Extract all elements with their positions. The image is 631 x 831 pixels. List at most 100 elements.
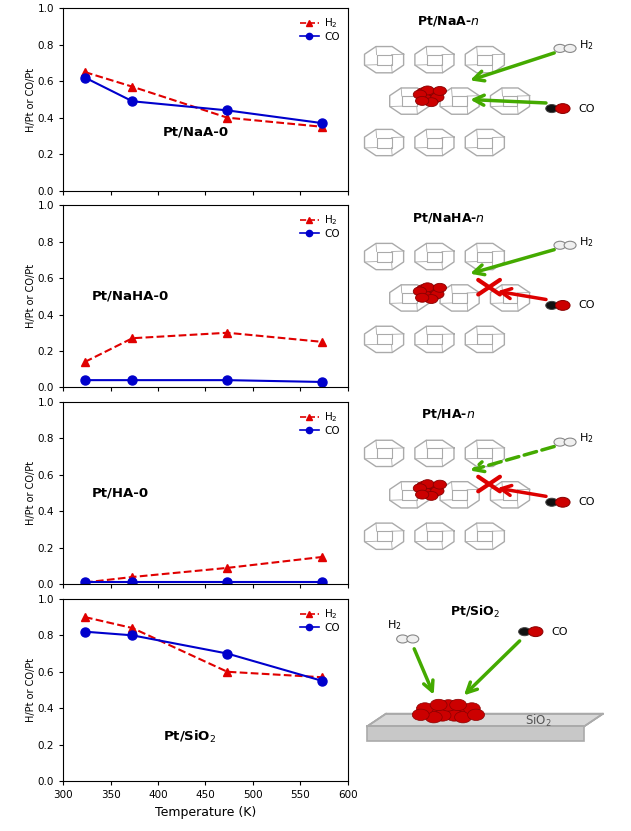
CO [223,648,231,658]
Circle shape [555,497,570,507]
Circle shape [546,105,558,112]
Circle shape [434,710,451,721]
Text: Pt/NaA-0: Pt/NaA-0 [163,126,229,139]
Circle shape [546,302,558,309]
Text: H$_2$: H$_2$ [579,38,593,52]
Circle shape [433,283,447,293]
H$_2$ [129,81,136,91]
Circle shape [397,635,409,643]
Text: CO: CO [579,497,595,507]
Text: CO: CO [551,627,568,637]
Circle shape [416,88,430,96]
H$_2$ [223,563,231,573]
Circle shape [416,490,429,499]
Circle shape [421,86,434,95]
Polygon shape [367,714,603,726]
Text: Pt/NaHA-0: Pt/NaHA-0 [91,290,169,303]
CO [319,377,326,387]
Line: CO: CO [80,578,327,587]
H$_2$ [223,666,231,676]
Circle shape [546,499,558,506]
Circle shape [418,94,432,103]
Circle shape [423,485,436,494]
CO [223,375,231,385]
H$_2$ [81,578,89,588]
CO [319,118,326,128]
Circle shape [413,287,427,296]
H$_2$ [129,623,136,633]
Text: H$_2$: H$_2$ [579,431,593,445]
Circle shape [416,96,429,106]
Y-axis label: H/Pt or CO/Pt: H/Pt or CO/Pt [26,264,36,328]
Y-axis label: H/Pt or CO/Pt: H/Pt or CO/Pt [26,658,36,722]
Circle shape [426,292,439,301]
CO [129,578,136,588]
Line: H$_2$: H$_2$ [81,68,326,130]
Legend: H$_2$, CO: H$_2$, CO [297,604,343,636]
Polygon shape [367,726,584,741]
Circle shape [431,487,444,495]
Circle shape [418,291,432,300]
H$_2$ [129,572,136,582]
Circle shape [416,481,430,490]
Circle shape [459,706,476,718]
Circle shape [413,90,427,99]
CO [223,106,231,116]
Circle shape [431,93,444,101]
Circle shape [430,699,447,711]
Circle shape [451,704,468,715]
Circle shape [445,710,463,721]
Text: Pt/HA-0: Pt/HA-0 [91,487,149,499]
Circle shape [528,627,543,637]
Circle shape [407,635,419,643]
Circle shape [421,283,434,292]
Circle shape [555,104,570,114]
Circle shape [468,709,485,720]
Circle shape [420,706,437,718]
Legend: H$_2$, CO: H$_2$, CO [297,407,343,439]
H$_2$ [81,612,89,622]
Circle shape [430,89,443,97]
Circle shape [450,699,466,711]
Circle shape [440,706,457,717]
Circle shape [430,482,443,491]
Circle shape [413,484,427,493]
Y-axis label: H/Pt or CO/Pt: H/Pt or CO/Pt [26,67,36,131]
Circle shape [425,98,438,106]
Text: SiO$_2$: SiO$_2$ [524,713,551,729]
CO [319,676,326,686]
Text: Pt/NaHA-$n$: Pt/NaHA-$n$ [412,210,485,224]
Circle shape [412,709,429,720]
CO [81,578,89,588]
Circle shape [431,290,444,298]
Line: CO: CO [80,376,327,386]
Circle shape [440,700,457,711]
H$_2$ [319,672,326,682]
Circle shape [454,711,471,723]
Line: H$_2$: H$_2$ [81,613,326,681]
Legend: H$_2$, CO: H$_2$, CO [297,210,343,242]
CO [129,631,136,641]
Circle shape [425,491,438,500]
CO [81,72,89,82]
Circle shape [426,96,439,104]
Circle shape [433,86,447,96]
Legend: H$_2$, CO: H$_2$, CO [297,13,343,45]
Text: Pt/SiO$_2$: Pt/SiO$_2$ [163,729,216,745]
CO [129,96,136,106]
Circle shape [425,711,442,723]
H$_2$ [81,357,89,367]
Circle shape [421,479,434,489]
H$_2$ [81,67,89,77]
Circle shape [463,703,480,714]
H$_2$ [319,122,326,132]
Line: CO: CO [80,73,327,128]
Circle shape [564,44,576,52]
H$_2$ [319,337,326,347]
Circle shape [426,489,439,498]
Text: Pt/SiO$_2$: Pt/SiO$_2$ [451,604,500,621]
CO [129,375,136,385]
X-axis label: Temperature (K): Temperature (K) [155,806,256,819]
Text: Pt/HA-$n$: Pt/HA-$n$ [422,407,475,421]
Circle shape [423,288,436,297]
